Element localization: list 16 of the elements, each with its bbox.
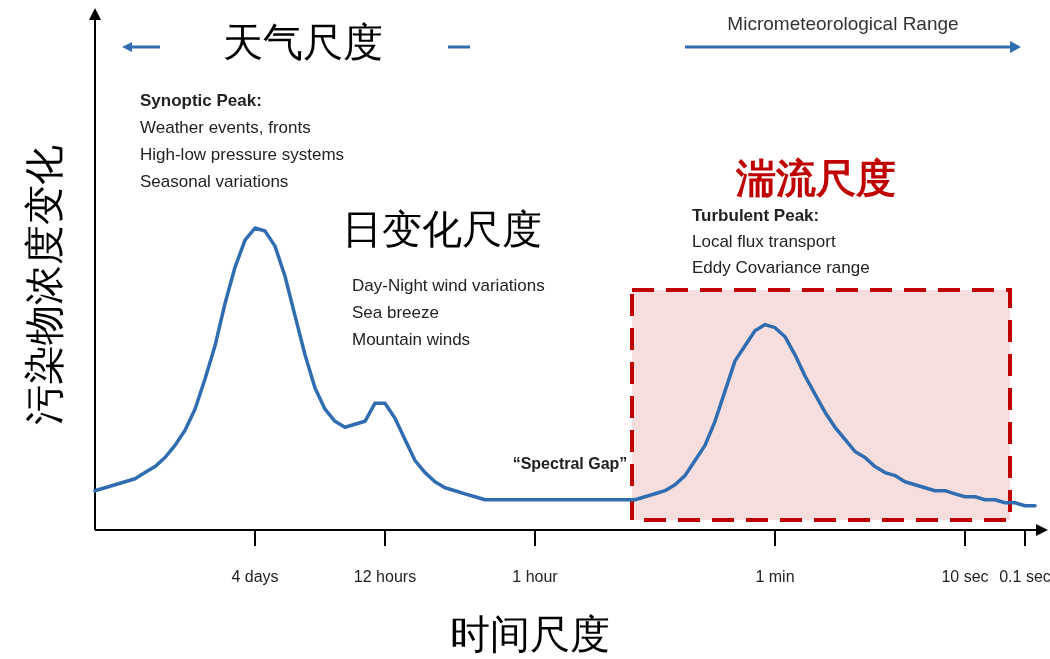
text: Synoptic Peak: Weather events, fronts High-low pressure systems Seasonal variations xyxy=(140,91,345,191)
x-tick-label: 4 days xyxy=(231,568,279,585)
x-tick-label: 1 hour xyxy=(512,568,559,585)
x-tick-label: 10 sec xyxy=(941,568,989,585)
annotation: 日变化尺度 xyxy=(342,207,542,251)
x-axis-title: 时间尺度 xyxy=(450,612,610,656)
text: 天气尺度 xyxy=(223,20,383,64)
annotation: “Spectral Gap” xyxy=(512,455,628,472)
text: 湍流尺度 xyxy=(735,156,896,200)
annotation: Day-Night wind variations Sea breeze Mountain winds xyxy=(352,276,545,349)
text: Micrometeorological Range xyxy=(727,13,959,34)
x-tick-label: 12 hours xyxy=(353,568,417,585)
y-axis-title: 污染物浓度变化 xyxy=(22,145,66,425)
x-tick-label: 0.1 sec xyxy=(999,568,1050,585)
x-tick-label: 1 min xyxy=(755,568,795,585)
annotation: Turbulent Peak: Local flux transport Eddy Covariance range xyxy=(692,206,870,277)
